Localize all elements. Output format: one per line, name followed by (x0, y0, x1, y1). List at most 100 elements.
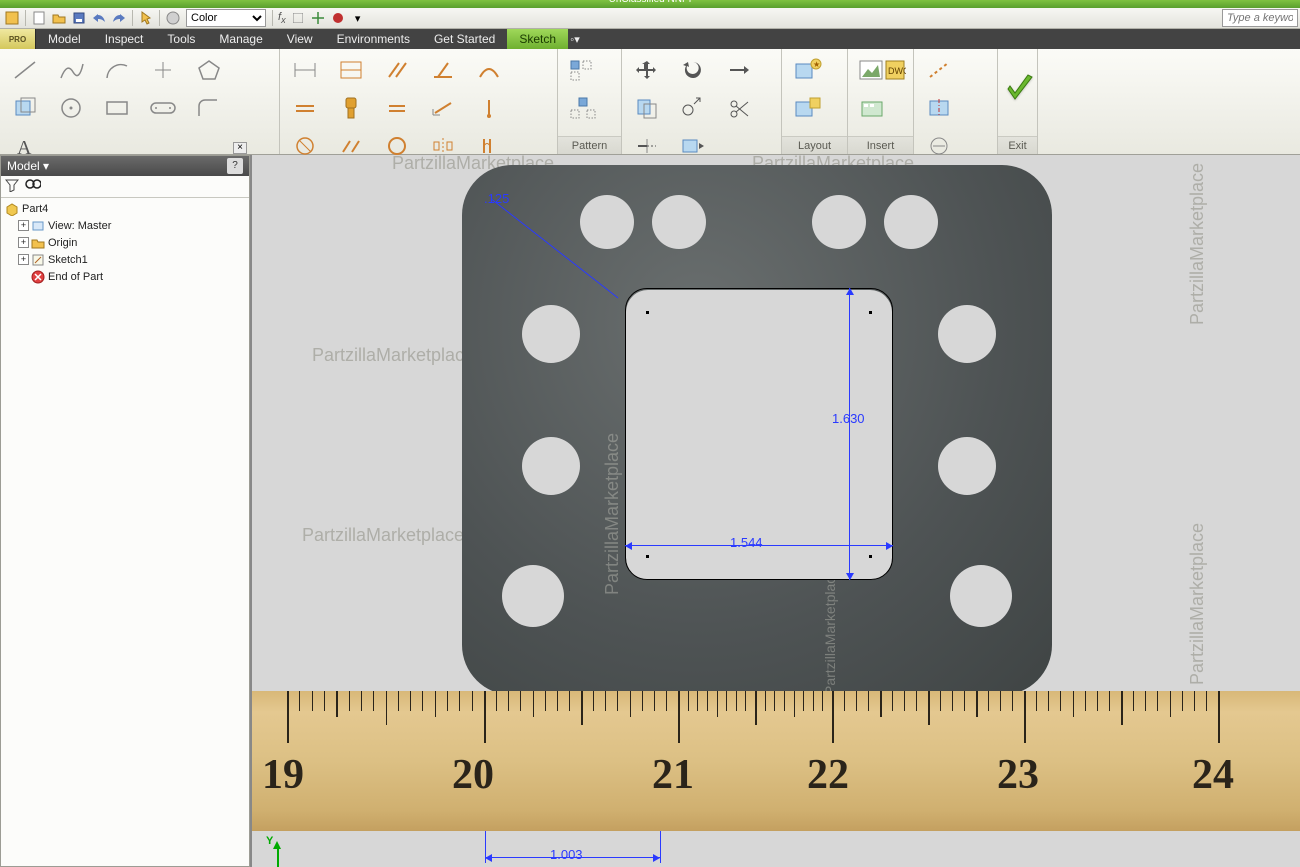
material-button[interactable] (164, 9, 182, 27)
tree-node-origin[interactable]: + Origin (1, 234, 249, 251)
open-button[interactable] (50, 9, 68, 27)
dimension-fillet-radius[interactable]: .125 (484, 191, 509, 206)
separator (25, 10, 26, 26)
record-button[interactable] (329, 9, 347, 27)
insert-image-tool[interactable]: DWG (854, 53, 910, 87)
tab-sketch[interactable]: Sketch (507, 29, 568, 49)
gasket-hole (884, 195, 938, 249)
tab-overflow[interactable]: ◦▾ (568, 29, 582, 49)
browser-header[interactable]: Model ▾ ? (1, 156, 249, 176)
ribbon-panel-insert: DWG Insert (848, 49, 914, 154)
gasket-hole (938, 437, 996, 495)
dropdown-button[interactable]: ▾ (349, 9, 367, 27)
dimension-tool[interactable] (286, 53, 324, 87)
tree-node-sketch[interactable]: + Sketch1 (1, 251, 249, 268)
constraint-horizontal[interactable] (286, 91, 324, 125)
part-icon (5, 202, 19, 216)
browser-help-button[interactable]: ? (227, 158, 243, 174)
new-button[interactable] (30, 9, 48, 27)
constraint-equal[interactable] (378, 91, 416, 125)
constraint-tangent[interactable] (470, 53, 508, 87)
watermark: PartzillaMarketplace (822, 569, 838, 695)
dimension-width-value[interactable]: 1.544 (730, 535, 763, 550)
rectangular-pattern-tool[interactable] (564, 53, 602, 87)
classification-label: UnClassified NNPI (609, 0, 692, 4)
undo-button[interactable] (90, 9, 108, 27)
help-search-input[interactable] (1222, 9, 1298, 27)
sketch-point[interactable] (869, 555, 872, 558)
constraint-coincident[interactable] (332, 53, 370, 87)
insert-points-tool[interactable] (854, 91, 892, 125)
tree-node-part[interactable]: Part4 (1, 200, 249, 217)
rectangle-tool[interactable] (98, 91, 136, 125)
centerline-toggle[interactable] (920, 91, 958, 125)
constraint-perpendicular[interactable] (424, 53, 462, 87)
constraint-parallel[interactable] (378, 53, 416, 87)
separator (159, 10, 160, 26)
select-button[interactable] (137, 9, 155, 27)
circle-tool[interactable] (52, 91, 90, 125)
constraint-fix[interactable] (332, 91, 370, 125)
finish-sketch-button[interactable] (1004, 53, 1036, 125)
tree-node-view[interactable]: + View: Master (1, 217, 249, 234)
dimension-height-line[interactable] (849, 288, 850, 580)
make-components-tool[interactable] (788, 91, 826, 125)
slot-tool[interactable] (144, 91, 182, 125)
find-icon[interactable] (25, 178, 41, 195)
fx-clear-button[interactable] (289, 9, 307, 27)
tab-model[interactable]: Model (36, 29, 93, 49)
gasket-hole (652, 195, 706, 249)
tab-tools[interactable]: Tools (155, 29, 207, 49)
browser-tree: Part4 + View: Master + Origin + Sketch1 … (1, 198, 249, 866)
sketch-point[interactable] (646, 555, 649, 558)
sketch-point[interactable] (869, 311, 872, 314)
watermark: PartzillaMarketplace (1187, 523, 1208, 685)
save-button[interactable] (70, 9, 88, 27)
tab-environments[interactable]: Environments (325, 29, 422, 49)
gasket-hole (938, 305, 996, 363)
quick-access-toolbar: Color fx ▾ (0, 8, 1300, 29)
dimension-ruler-value[interactable]: 1.003 (550, 847, 583, 862)
snap-button[interactable] (309, 9, 327, 27)
project-geometry-tool[interactable] (6, 91, 44, 125)
circular-pattern-tool[interactable] (564, 91, 602, 125)
spline-tool[interactable] (52, 53, 90, 87)
app-menu-button[interactable] (3, 9, 21, 27)
scale-tool[interactable] (674, 91, 712, 125)
tab-inspect[interactable]: Inspect (93, 29, 156, 49)
point-tool[interactable] (144, 53, 182, 87)
tab-view[interactable]: View (275, 29, 325, 49)
pro-badge[interactable]: PRO (0, 29, 36, 49)
copy-tool[interactable] (628, 91, 666, 125)
constraint-vertical[interactable] (470, 91, 508, 125)
dimension-height-value[interactable]: 1.630 (832, 411, 865, 426)
browser-close-button[interactable]: × (233, 142, 247, 154)
graphics-canvas[interactable]: PartzillaMarketplace PartzillaMarketplac… (250, 155, 1300, 867)
construction-toggle[interactable] (920, 53, 958, 87)
arc-tool[interactable] (98, 53, 136, 87)
workspace: × Model ▾ ? Part4 + View: Master + Origi… (0, 155, 1300, 867)
fillet-tool[interactable] (190, 91, 228, 125)
tab-get-started[interactable]: Get Started (422, 29, 507, 49)
line-tool[interactable] (6, 53, 44, 87)
expander-icon[interactable]: + (18, 237, 29, 248)
auto-dimension-tool[interactable] (424, 91, 462, 125)
svg-text:DWG: DWG (888, 66, 906, 76)
expander-icon[interactable]: + (18, 220, 29, 231)
make-part-tool[interactable]: ★ (788, 53, 826, 87)
expander-icon[interactable]: + (18, 254, 29, 265)
offset-tool[interactable] (720, 53, 758, 87)
sketch-point[interactable] (646, 311, 649, 314)
move-tool[interactable] (628, 53, 666, 87)
redo-button[interactable] (110, 9, 128, 27)
trim-tool[interactable] (720, 91, 758, 125)
browser-toolbar (1, 176, 249, 198)
filter-icon[interactable] (5, 178, 19, 195)
rotate-tool[interactable] (674, 53, 712, 87)
panel-title-exit[interactable]: Exit (998, 136, 1037, 154)
polygon-tool[interactable] (190, 53, 228, 87)
appearance-combo[interactable]: Color (186, 9, 266, 27)
tree-label: End of Part (48, 271, 103, 283)
tree-node-end[interactable]: End of Part (1, 268, 249, 285)
tab-manage[interactable]: Manage (207, 29, 274, 49)
